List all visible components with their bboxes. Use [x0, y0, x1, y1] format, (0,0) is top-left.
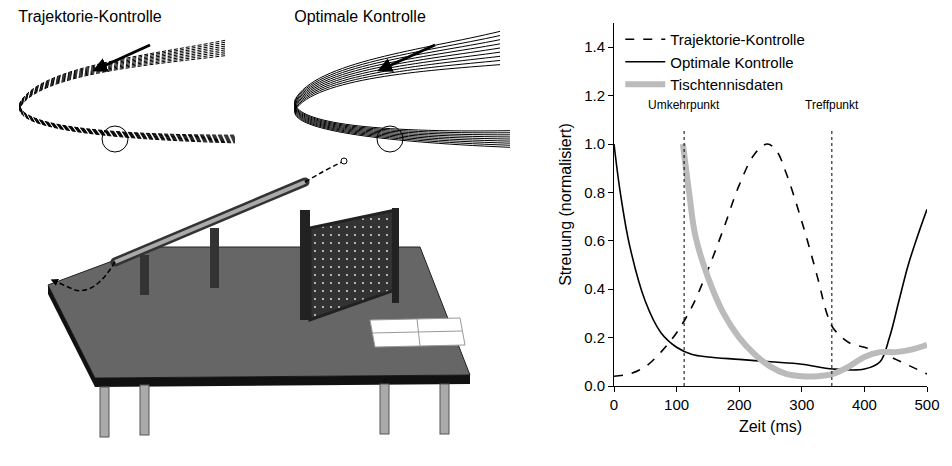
- svg-text:100: 100: [664, 396, 689, 413]
- svg-text:0: 0: [610, 396, 618, 413]
- svg-text:1.0: 1.0: [584, 135, 605, 152]
- svg-text:1.4: 1.4: [584, 38, 605, 55]
- svg-text:Umkehrpunkt: Umkehrpunkt: [648, 98, 720, 112]
- svg-text:Tischtennisdaten: Tischtennisdaten: [670, 76, 783, 93]
- svg-text:1.2: 1.2: [584, 87, 605, 104]
- svg-text:400: 400: [852, 396, 877, 413]
- svg-text:0.2: 0.2: [584, 329, 605, 346]
- svg-text:500: 500: [914, 396, 939, 413]
- svg-text:0.8: 0.8: [584, 184, 605, 201]
- svg-text:0.6: 0.6: [584, 232, 605, 249]
- svg-text:Optimale Kontrolle: Optimale Kontrolle: [294, 8, 426, 25]
- svg-text:Zeit (ms): Zeit (ms): [739, 418, 802, 435]
- svg-text:Trajektorie-Kontrolle: Trajektorie-Kontrolle: [670, 31, 805, 48]
- svg-text:Streuung (normalisiert): Streuung (normalisiert): [557, 123, 574, 286]
- svg-text:300: 300: [789, 396, 814, 413]
- svg-text:200: 200: [727, 396, 752, 413]
- svg-text:Treffpunkt: Treffpunkt: [805, 98, 859, 112]
- svg-text:0.4: 0.4: [584, 280, 605, 297]
- svg-text:Trajektorie-Kontrolle: Trajektorie-Kontrolle: [18, 8, 162, 25]
- svg-text:0.0: 0.0: [584, 377, 605, 394]
- svg-text:Optimale Kontrolle: Optimale Kontrolle: [670, 54, 793, 71]
